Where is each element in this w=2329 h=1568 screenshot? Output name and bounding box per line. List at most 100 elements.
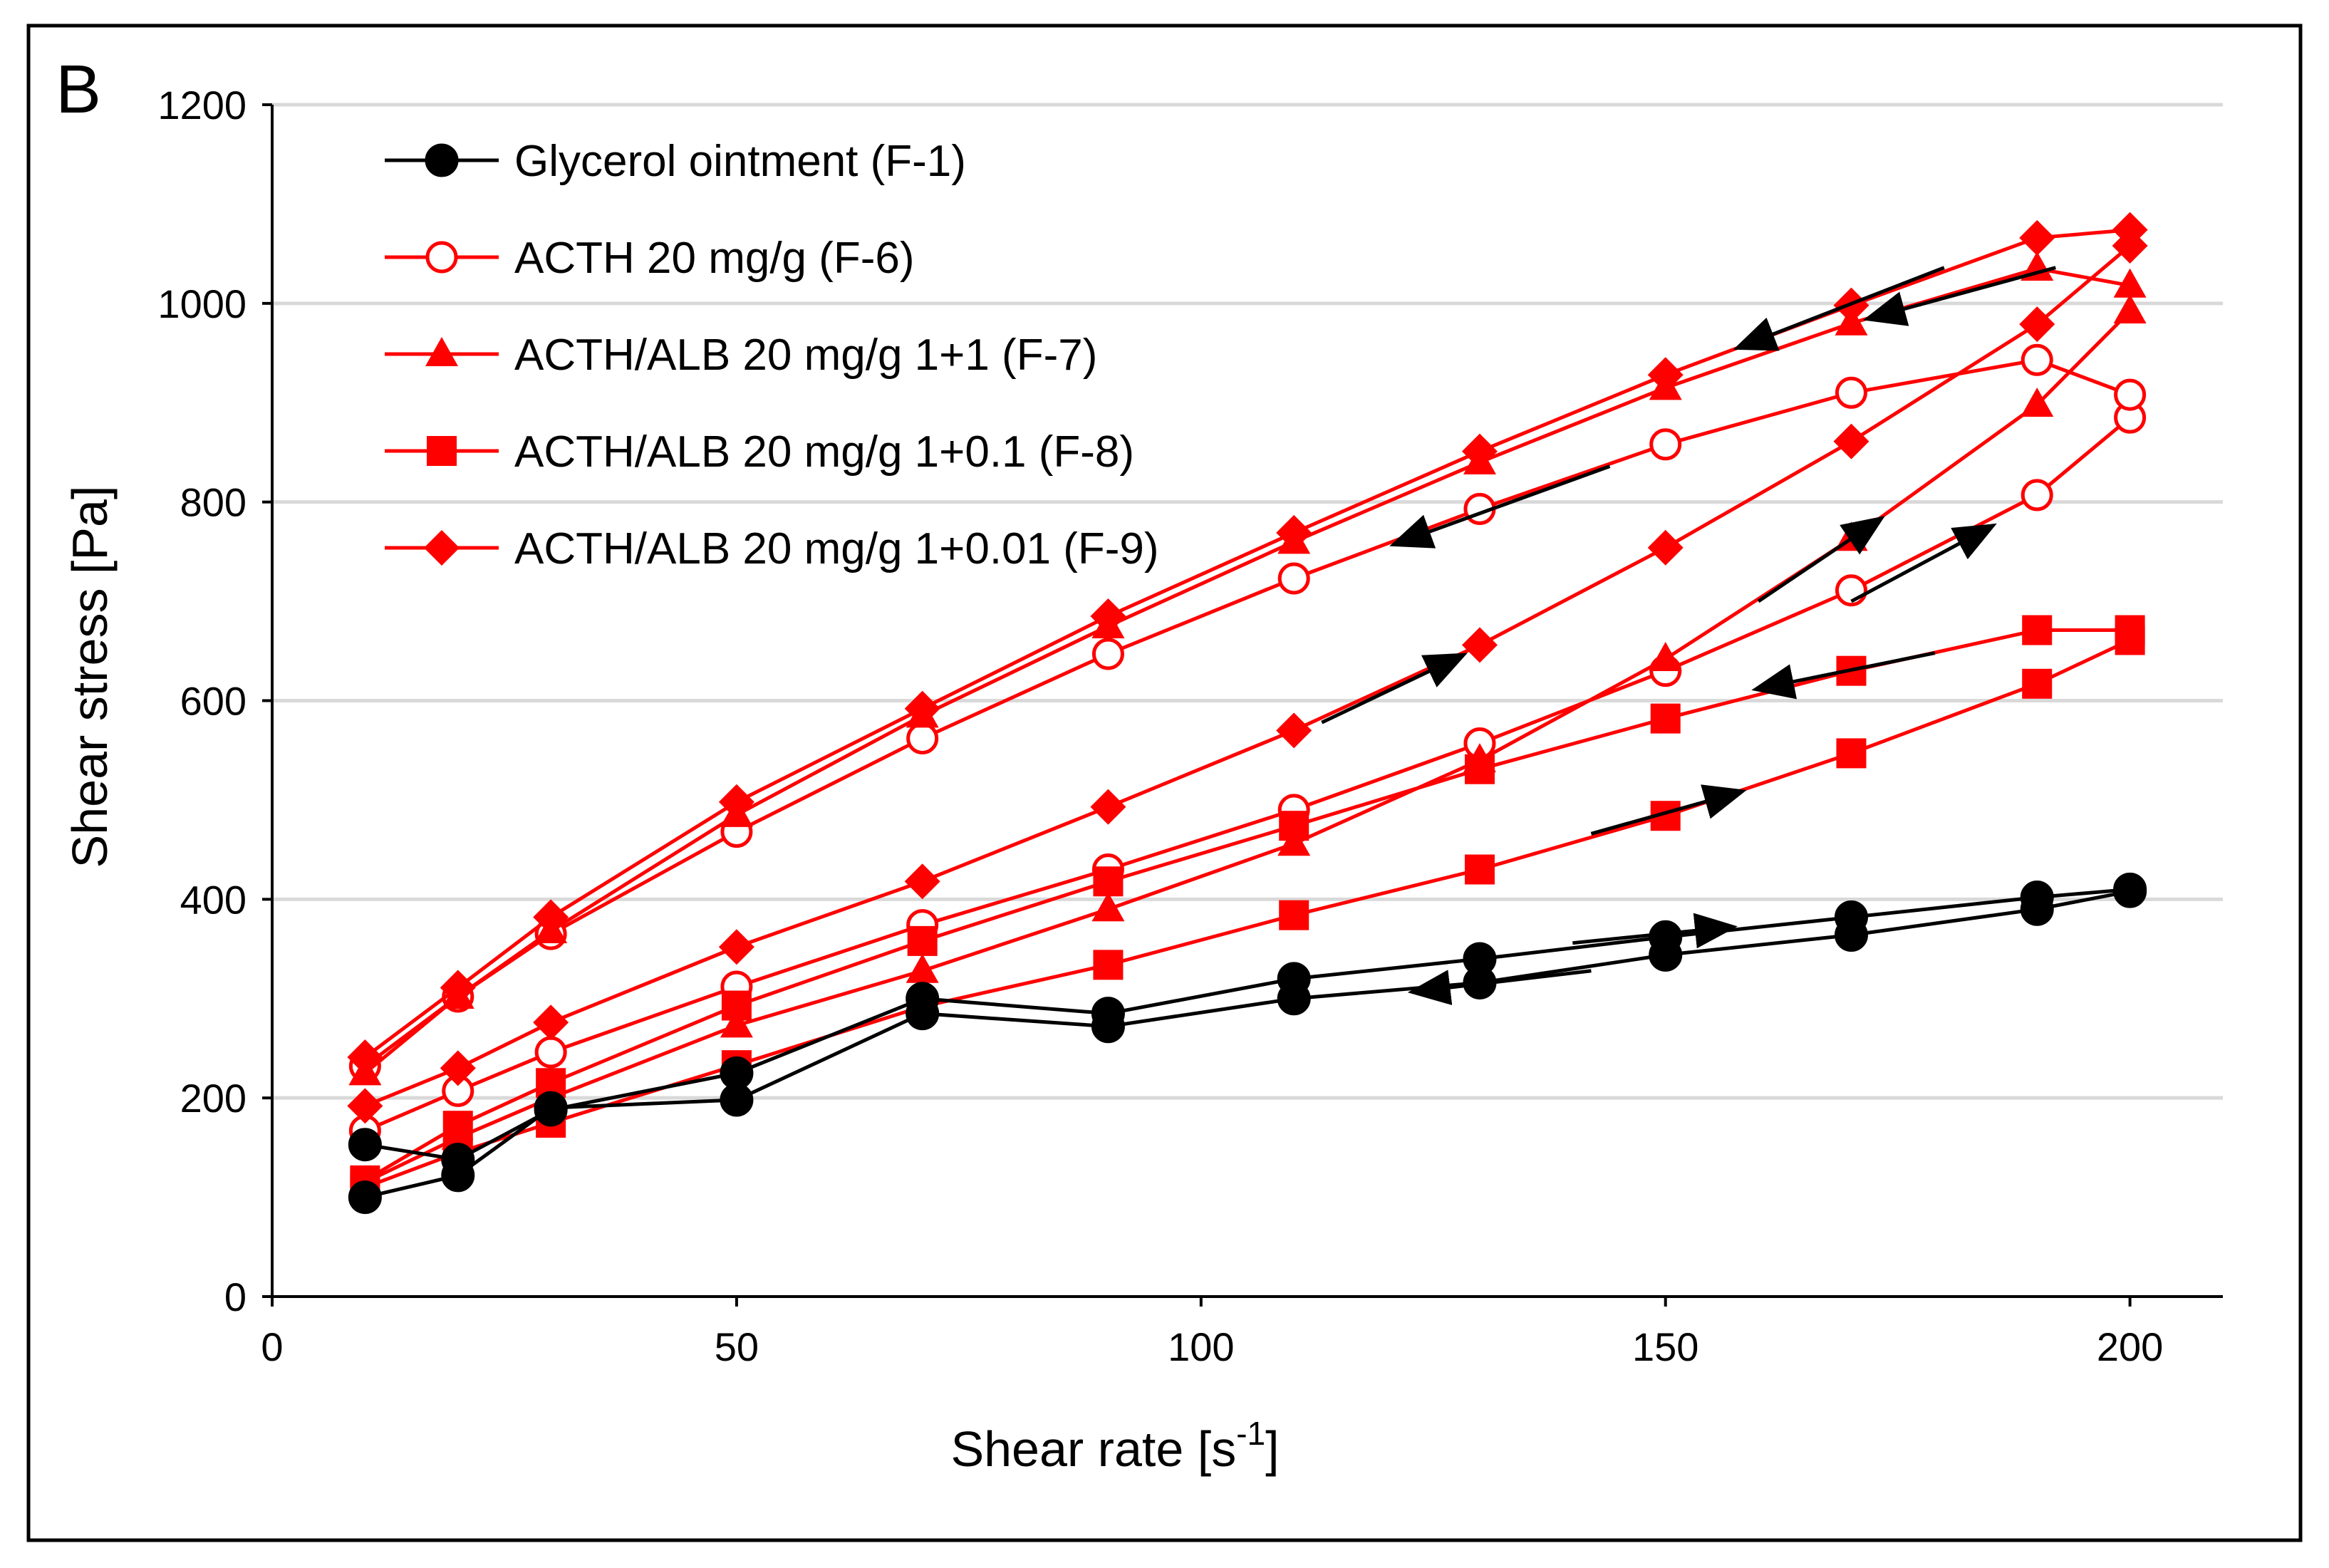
data-point <box>2113 294 2147 323</box>
x-axis-title-main: Shear rate [s <box>950 1421 1236 1477</box>
gridlines <box>272 103 2223 1100</box>
direction-arrow <box>1407 969 1592 1005</box>
data-point <box>1834 900 1868 934</box>
axes: 0 200 400 600 800 1000 1200 0 50 100 150 200 <box>157 83 2223 1369</box>
legend-marker <box>425 337 458 366</box>
direction-arrow <box>1862 266 2056 326</box>
data-point <box>2022 615 2053 645</box>
data-point <box>1649 920 1683 954</box>
legend-entry: ACTH/ALB 20 mg/g 1+0.01 (F-9) <box>385 524 1159 573</box>
data-point <box>1464 854 1495 885</box>
data-point <box>440 1050 476 1086</box>
data-point <box>2021 479 2053 512</box>
data-point <box>2115 615 2145 645</box>
y-tick-label: 600 <box>180 679 247 724</box>
data-point <box>1090 789 1126 825</box>
x-tick-label: 150 <box>1632 1324 1698 1369</box>
data-point <box>1091 892 1125 922</box>
data-point <box>1464 754 1495 784</box>
data-point <box>1461 433 1498 469</box>
data-point <box>1093 866 1124 897</box>
data-point <box>1277 962 1311 996</box>
y-tick-label: 0 <box>224 1274 247 1319</box>
data-point <box>718 784 754 820</box>
data-point <box>2021 388 2054 417</box>
direction-arrow <box>1389 464 1611 549</box>
x-tick-label: 50 <box>715 1324 759 1369</box>
data-point <box>1647 357 1684 393</box>
data-point <box>2113 268 2147 298</box>
y-tick-label: 200 <box>180 1076 247 1121</box>
data-point <box>1647 529 1684 566</box>
direction-arrows <box>1321 266 2056 1005</box>
direction-arrow <box>1751 651 1936 700</box>
data-point <box>720 1056 754 1090</box>
series-line-up <box>364 638 2131 1189</box>
data-point <box>2021 343 2053 376</box>
data-point <box>534 1036 567 1069</box>
data-point <box>904 863 940 900</box>
y-tick-label: 1000 <box>157 281 247 326</box>
series-line-down <box>364 887 2130 1162</box>
panel-label: B <box>56 51 101 128</box>
data-point <box>1649 641 1682 671</box>
data-point <box>440 970 476 1006</box>
data-point <box>1649 428 1682 461</box>
x-tick-label: 200 <box>2097 1324 2163 1369</box>
x-axis-title-end: ] <box>1265 1421 1279 1477</box>
legend-label: ACTH/ALB 20 mg/g 1+0.01 (F-9) <box>514 524 1159 573</box>
series-line-up <box>364 416 2132 1133</box>
legend-marker <box>424 530 460 566</box>
series-0 <box>348 872 2147 1215</box>
x-tick-label: 0 <box>261 1324 283 1369</box>
x-axis-title-superscript: -1 <box>1236 1415 1265 1452</box>
y-tick-label: 400 <box>180 877 247 922</box>
data-point <box>348 1128 382 1162</box>
direction-arrow <box>1590 784 1747 836</box>
data-point <box>1276 712 1312 749</box>
data-point <box>1833 423 1869 460</box>
data-point <box>2114 378 2147 411</box>
data-point <box>348 1180 382 1215</box>
data-point <box>1461 627 1498 663</box>
data-point <box>906 722 939 754</box>
y-axis-title: Shear stress [Pa] <box>62 486 118 868</box>
legend-label: ACTH/ALB 20 mg/g 1+1 (F-7) <box>514 331 1097 380</box>
data-point <box>1093 950 1124 980</box>
data-point <box>907 925 938 956</box>
data-point <box>1279 900 1309 930</box>
data-point <box>1277 562 1310 595</box>
data-point <box>442 1111 473 1141</box>
x-axis-title: Shear rate [s-1] <box>950 1415 1279 1477</box>
legend-label: ACTH 20 mg/g (F-6) <box>514 234 915 283</box>
legend-marker <box>425 143 459 177</box>
data-point <box>906 982 940 1016</box>
data-point <box>1091 638 1124 670</box>
data-point <box>2020 881 2054 915</box>
direction-arrow <box>1733 266 1945 351</box>
data-point <box>1836 738 1867 769</box>
legend-entry: ACTH 20 mg/g (F-6) <box>385 234 915 283</box>
data-point <box>1279 811 1309 841</box>
series-line-down <box>363 358 2131 1068</box>
data-point <box>2022 668 2053 699</box>
legend-marker <box>425 241 458 274</box>
data-point <box>1835 376 1867 409</box>
data-point <box>1650 703 1681 734</box>
data-point <box>1276 514 1312 551</box>
data-point <box>2019 306 2055 343</box>
data-point <box>441 1143 475 1177</box>
data-point <box>718 929 754 965</box>
data-point <box>533 1004 569 1041</box>
y-tick-label: 1200 <box>157 83 247 128</box>
direction-arrow <box>1757 516 1885 603</box>
legend-label: Glycerol ointment (F-1) <box>514 137 966 186</box>
direction-arrow <box>1321 653 1468 725</box>
legend-entry: ACTH/ALB 20 mg/g 1+1 (F-7) <box>385 331 1097 380</box>
data-point <box>1090 598 1126 634</box>
y-tick-label: 800 <box>180 480 247 525</box>
data-point <box>2019 219 2055 256</box>
data-point <box>533 899 569 935</box>
data-point <box>2112 212 2148 248</box>
